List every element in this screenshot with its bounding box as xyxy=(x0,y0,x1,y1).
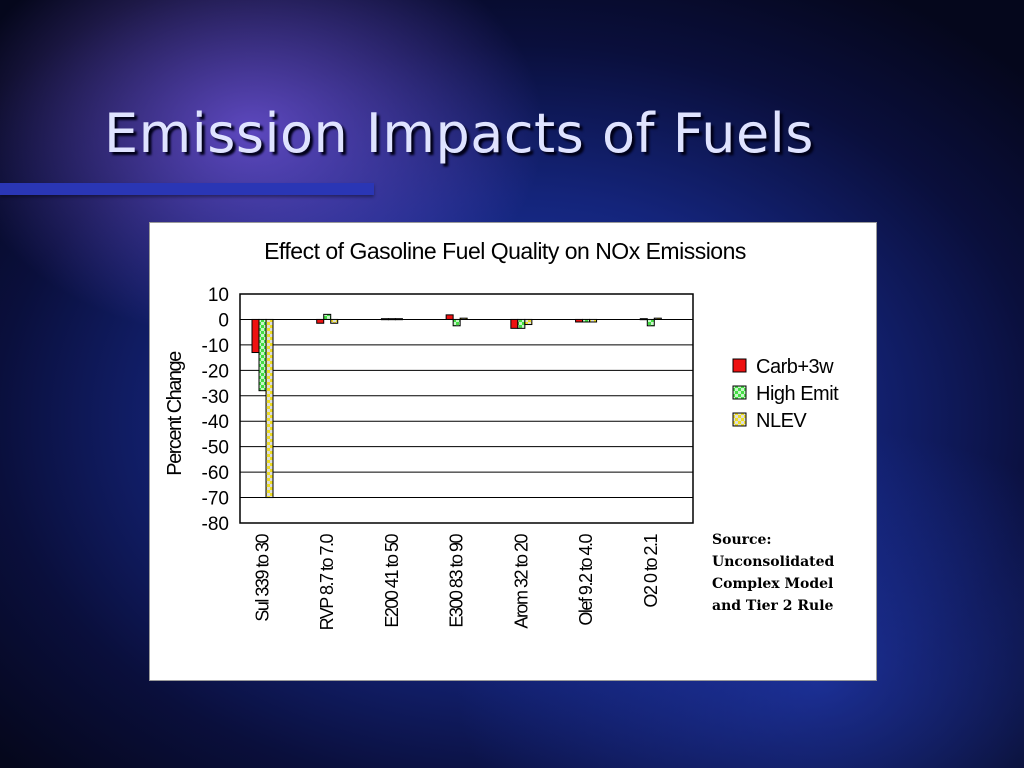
source-note: Source: Unconsolidated Complex Model and… xyxy=(712,529,872,617)
bar-nlev xyxy=(589,318,598,323)
y-tick-label: 0 xyxy=(218,310,229,331)
source-line: and Tier 2 Rule xyxy=(712,598,834,614)
bar-nlev xyxy=(653,317,662,320)
x-category-label: O2 0 to 2.1 xyxy=(641,534,661,608)
gridlines xyxy=(239,293,694,524)
bar-nlev xyxy=(459,317,468,320)
bar-high-emit xyxy=(646,318,655,327)
title-underline-bar xyxy=(0,183,374,195)
y-tick-label: 10 xyxy=(208,285,229,306)
legend: Carb+3w High Emit NLEV xyxy=(732,356,840,432)
x-category-label: E300 83 to 90 xyxy=(447,534,467,628)
x-category-label: Sul 339 to 30 xyxy=(253,534,273,622)
legend-swatch xyxy=(732,385,747,400)
y-tick-label: -20 xyxy=(202,361,229,382)
bar-carb-3w xyxy=(445,314,454,320)
x-category-labels: Sul 339 to 30 RVP 8.7 to 7.0 E200 41 to 50… xyxy=(253,534,661,631)
plot-frame xyxy=(239,293,694,524)
y-axis-label: Percent Change xyxy=(164,351,186,476)
source-line: Complex Model xyxy=(712,576,834,592)
bar-high-emit xyxy=(517,318,526,329)
bar-carb-3w xyxy=(316,318,325,324)
legend-label: Carb+3w xyxy=(756,356,834,378)
y-tick-label: -60 xyxy=(202,463,229,484)
bar-carb-3w xyxy=(575,318,584,323)
bar-high-emit xyxy=(387,318,396,321)
y-tick-label: -70 xyxy=(202,489,229,510)
nox-bar-chart: Effect of Gasoline Fuel Quality on NOx E… xyxy=(164,238,840,631)
y-tick-label: -30 xyxy=(202,387,229,408)
y-tick-label: -80 xyxy=(202,514,229,535)
x-category-label: RVP 8.7 to 7.0 xyxy=(317,534,337,631)
legend-label: High Emit xyxy=(756,383,839,405)
x-category-label: Arom 32 to 20 xyxy=(511,534,531,629)
y-tick-labels: 10 0 -10 -20 -30 -40 -50 -60 -70 -80 xyxy=(202,285,229,535)
bars xyxy=(251,313,662,499)
legend-swatch xyxy=(732,358,747,373)
bar-high-emit xyxy=(258,318,267,392)
y-tick-label: -40 xyxy=(202,412,229,433)
bar-high-emit xyxy=(582,318,591,323)
bar-nlev xyxy=(524,318,533,326)
source-line: Source: xyxy=(712,532,772,548)
x-category-label: Olef 9.2 to 4.0 xyxy=(576,534,596,626)
bar-high-emit xyxy=(323,313,332,320)
y-tick-label: -10 xyxy=(202,336,229,357)
x-category-label: E200 41 to 50 xyxy=(382,534,402,628)
chart-panel: Effect of Gasoline Fuel Quality on NOx E… xyxy=(149,222,877,681)
source-line: Unconsolidated xyxy=(712,554,835,570)
bar-carb-3w xyxy=(510,318,519,329)
y-tick-label: -50 xyxy=(202,438,229,459)
bar-high-emit xyxy=(452,318,461,327)
bar-carb-3w xyxy=(380,318,389,321)
bar-nlev xyxy=(265,318,274,499)
bar-carb-3w xyxy=(251,318,260,354)
bar-nlev xyxy=(394,318,403,321)
legend-swatch xyxy=(732,412,747,427)
slide-title: Emission Impacts of Fuels xyxy=(104,102,814,165)
bar-nlev xyxy=(330,318,339,324)
bar-carb-3w xyxy=(639,318,648,321)
chart-title: Effect of Gasoline Fuel Quality on NOx E… xyxy=(264,238,746,264)
legend-label: NLEV xyxy=(756,410,807,432)
